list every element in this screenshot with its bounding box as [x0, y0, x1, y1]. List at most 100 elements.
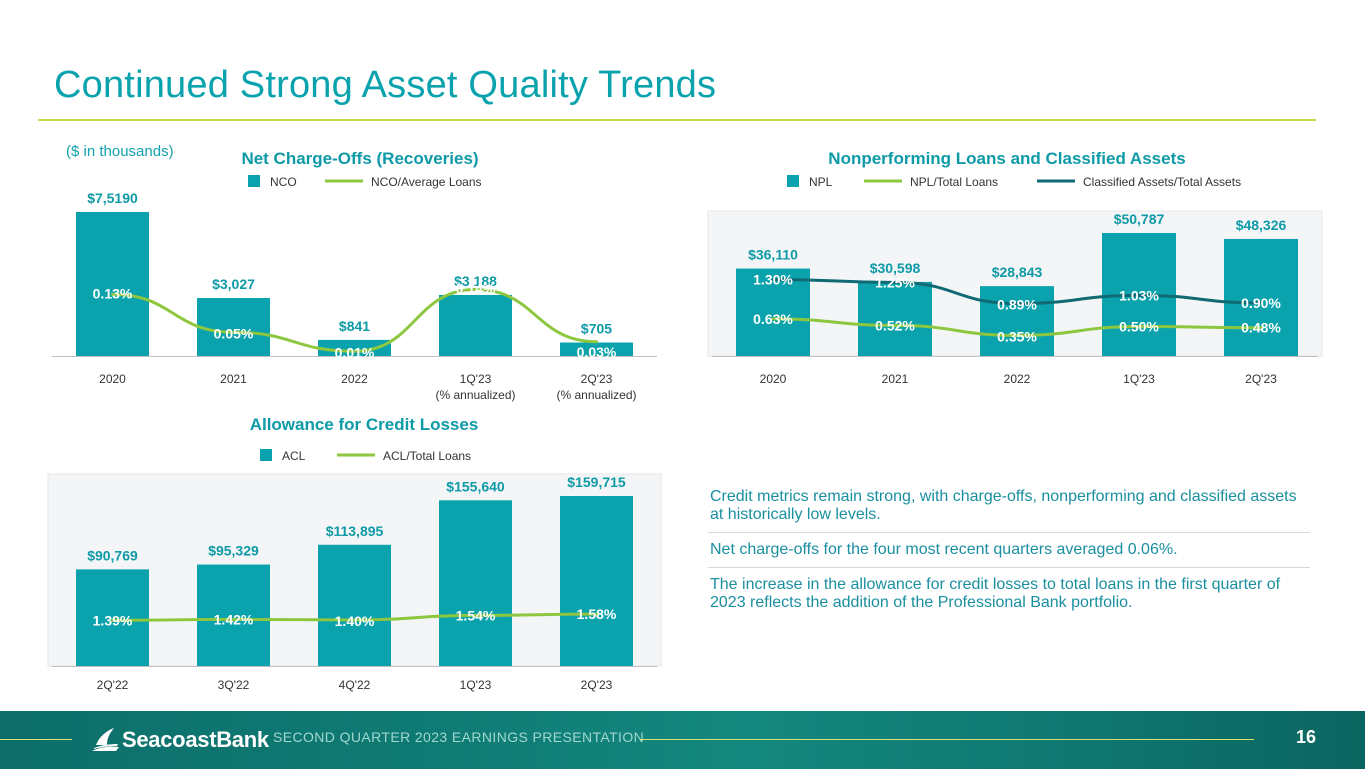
page-title: Continued Strong Asset Quality Trends [54, 64, 717, 106]
x-tick-sublabel: (% annualized) [556, 388, 636, 402]
units-note: ($ in thousands) [66, 143, 174, 160]
legend-label: NCO/Average Loans [371, 175, 482, 189]
line-value-label: 0.90% [1241, 295, 1281, 311]
x-tick-label: 3Q'22 [218, 678, 250, 692]
series-line [771, 277, 1263, 306]
bar-value-label: $7,5190 [87, 190, 138, 206]
line-value-label: 0.63% [753, 311, 793, 327]
bar-value-label: $155,640 [446, 478, 505, 494]
commentary-item: Net charge-offs for the four most recent… [708, 541, 1310, 568]
x-tick-label: 2Q'23 [581, 678, 613, 692]
bar [980, 286, 1054, 356]
line-value-label: 0.89% [997, 297, 1037, 313]
series-line [111, 612, 598, 622]
x-tick-label: 4Q'22 [339, 678, 371, 692]
bar-value-label: $95,329 [208, 543, 259, 559]
line-value-label: 0.05% [214, 325, 254, 341]
x-tick-label: 2Q'23 [1245, 372, 1277, 386]
bar [439, 500, 512, 666]
line-value-label: 0.50% [1119, 319, 1159, 335]
legend-label: ACL/Total Loans [383, 449, 471, 463]
brand-name: SeacoastBank [122, 727, 269, 752]
line-value-label: 1.40% [335, 613, 375, 629]
x-tick-label: 2020 [760, 372, 787, 386]
line-value-label: 1.30% [753, 271, 793, 287]
legend-label: NPL/Total Loans [910, 175, 998, 189]
line-value-label: 1.39% [93, 612, 133, 628]
commentary-item: The increase in the allowance for credit… [710, 576, 1281, 611]
bar [736, 268, 810, 356]
x-tick-label: 1Q'23 [1123, 372, 1155, 386]
commentary: Credit metrics remain strong, with charg… [708, 488, 1310, 628]
legend-label: Classified Assets/Total Assets [1083, 175, 1241, 189]
sail-logo-icon [92, 728, 119, 751]
legend-swatch [787, 175, 799, 187]
bar [76, 569, 149, 666]
acl-chart: Allowance for Credit Losses ACL ACL/Total … [47, 415, 662, 692]
footer-rule-left [0, 739, 72, 740]
bar [858, 281, 932, 356]
line-value-label: 0.03% [577, 344, 617, 360]
line-value-label: 1.58% [577, 606, 617, 622]
bar-value-label: $159,715 [567, 474, 626, 490]
x-tick-label: 2Q'23 [581, 372, 613, 386]
legend-swatch [248, 175, 260, 187]
line-value-label: 0.48% [1241, 320, 1281, 336]
bar-value-label: $48,326 [1236, 217, 1287, 233]
bar-value-label: $90,769 [87, 547, 138, 563]
bar [439, 294, 512, 356]
x-tick-sublabel: (% annualized) [435, 388, 515, 402]
line-value-label: 0.52% [875, 317, 915, 333]
npl-chart: Nonperforming Loans and Classified Asset… [707, 149, 1323, 386]
bar-value-label: $3,188 [454, 273, 497, 289]
bar-value-label: $36,110 [748, 247, 798, 263]
line-value-label: 0.01% [335, 344, 375, 360]
line-value-label: 0.14% [456, 281, 496, 297]
legend-label: NPL [809, 175, 833, 189]
title-divider [38, 119, 1316, 121]
bar-value-label: $841 [339, 318, 370, 334]
bar-value-label: $30,598 [870, 260, 921, 276]
bar-value-label: $50,787 [1114, 211, 1165, 227]
legend-swatch [260, 449, 272, 461]
line-value-label: 0.13% [93, 285, 133, 301]
bar [197, 298, 270, 356]
x-tick-label: 2022 [1004, 372, 1031, 386]
commentary-item: Credit metrics remain strong, with charg… [708, 488, 1310, 533]
bar [197, 564, 270, 666]
series-line [771, 317, 1263, 337]
line-value-label: 1.42% [214, 611, 254, 627]
line-value-label: 0.35% [997, 328, 1037, 344]
line-value-label: 1.03% [1119, 287, 1159, 303]
footer-rule-right [640, 739, 1254, 740]
bar [560, 496, 633, 666]
x-tick-label: 2020 [99, 372, 126, 386]
bar [76, 212, 149, 356]
x-tick-label: 2021 [220, 372, 247, 386]
bar-value-label: $705 [581, 320, 612, 336]
chart-title: Nonperforming Loans and Classified Asset… [828, 149, 1185, 168]
bar-value-label: $3,027 [212, 276, 255, 292]
bar [1224, 238, 1298, 356]
legend-label: ACL [282, 449, 306, 463]
line-value-label: 1.54% [456, 607, 496, 623]
footer: SeacoastBank SECOND QUARTER 2023 EARNING… [0, 711, 1365, 769]
bar [318, 544, 391, 666]
x-tick-label: 2021 [882, 372, 909, 386]
x-tick-label: 2022 [341, 372, 368, 386]
page-number: 16 [1296, 727, 1317, 747]
bar-value-label: $113,895 [326, 523, 384, 539]
bar-value-label: $28,843 [992, 264, 1043, 280]
x-tick-label: 2Q'22 [97, 678, 129, 692]
series-line [111, 287, 598, 353]
bar [560, 342, 633, 356]
nco-chart: Net Charge-Offs (Recoveries) NCO NCO/Avera… [52, 149, 657, 402]
chart-title: Allowance for Credit Losses [250, 415, 479, 434]
line-value-label: 1.25% [875, 274, 915, 290]
chart-title: Net Charge-Offs (Recoveries) [241, 149, 478, 168]
legend-label: NCO [270, 175, 297, 189]
x-tick-label: 1Q'23 [460, 678, 492, 692]
brand-logo: SeacoastBank [90, 722, 269, 758]
x-tick-label: 1Q'23 [460, 372, 492, 386]
footer-caption: SECOND QUARTER 2023 EARNINGS PRESENTATIO… [273, 729, 645, 745]
